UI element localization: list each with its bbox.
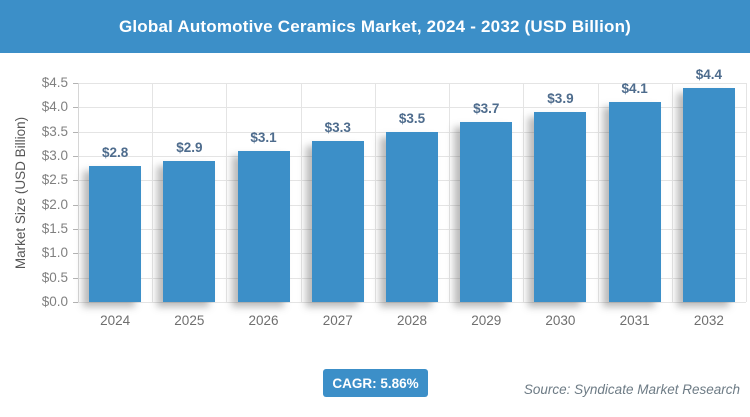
bar-2032 [682, 87, 735, 302]
gridline-vertical [671, 83, 673, 302]
x-axis-tick-label: 2031 [619, 313, 650, 328]
y-axis-tick-label: $0.0 [41, 294, 68, 309]
y-axis-tick [73, 83, 78, 84]
chart-title-banner: Global Automotive Ceramics Market, 2024 … [0, 0, 750, 53]
gridline-vertical [449, 83, 451, 302]
gridline-vertical [746, 83, 747, 302]
gridline-vertical [152, 83, 154, 302]
source-note: Source: Syndicate Market Research [523, 382, 740, 397]
gridline-vertical [374, 83, 376, 302]
cagr-badge: CAGR: 5.86% [323, 369, 428, 397]
x-axis-tick-label: 2028 [396, 313, 428, 328]
gridline-horizontal [78, 302, 746, 303]
y-axis-tick-label: $0.5 [41, 269, 68, 285]
gridline-vertical [226, 83, 228, 302]
bar-value-label: $3.3 [324, 120, 351, 136]
y-axis-tick-label: $4.0 [41, 99, 68, 115]
bar-value-label: $3.5 [398, 110, 426, 126]
x-axis-tick-label: 2026 [248, 313, 279, 328]
y-axis-tick-label: $3.0 [41, 148, 68, 163]
y-axis-tick-label: $4.5 [41, 75, 68, 90]
x-axis-tick-label: 2032 [693, 313, 724, 328]
y-axis-tick-label: $2.0 [41, 196, 68, 212]
y-axis-tick [73, 229, 78, 230]
y-axis-tick-label: $2.5 [41, 172, 68, 188]
x-axis-tick-label: 2024 [100, 313, 131, 328]
bar-value-label: $3.7 [473, 100, 500, 116]
y-axis-tick [73, 180, 78, 182]
bar-value-label: $4.4 [695, 66, 723, 82]
bar-2030 [534, 112, 587, 302]
y-axis-tick [73, 156, 78, 157]
x-axis-tick-label: 2025 [174, 313, 205, 328]
y-axis-tick [73, 204, 78, 206]
y-axis-tick [73, 131, 78, 133]
bar-2024 [89, 165, 142, 302]
bar-2027 [311, 141, 364, 302]
y-axis-tick-label: $3.5 [41, 123, 68, 139]
y-axis-line [78, 83, 79, 302]
bar-value-label: $4.1 [621, 81, 648, 97]
bar-2026 [237, 151, 290, 302]
gridline-horizontal [78, 107, 746, 109]
bar-2025 [163, 160, 216, 302]
bar-value-label: $2.8 [101, 144, 129, 160]
bar-2028 [386, 131, 438, 302]
chart-title: Global Automotive Ceramics Market, 2024 … [118, 16, 632, 36]
y-axis-tick [73, 277, 78, 279]
y-axis-tick [73, 253, 78, 255]
y-axis-tick [73, 302, 78, 303]
y-axis-tick [73, 107, 78, 109]
x-axis-tick-label: 2030 [545, 313, 576, 328]
gridline-vertical [300, 83, 302, 302]
bar-value-label: $3.1 [250, 130, 277, 146]
y-axis-tick-label: $1.5 [41, 221, 68, 236]
bar-2031 [608, 102, 661, 302]
bar-2029 [460, 121, 513, 302]
x-axis-tick-label: 2029 [471, 313, 502, 328]
x-axis-tick-label: 2027 [322, 313, 353, 328]
bar-value-label: $3.9 [547, 91, 574, 107]
gridline-vertical [523, 83, 525, 302]
gridline-vertical [597, 83, 599, 302]
gridline-horizontal [78, 83, 746, 84]
y-axis-tick-label: $1.0 [41, 245, 68, 261]
bar-value-label: $2.9 [176, 139, 203, 155]
